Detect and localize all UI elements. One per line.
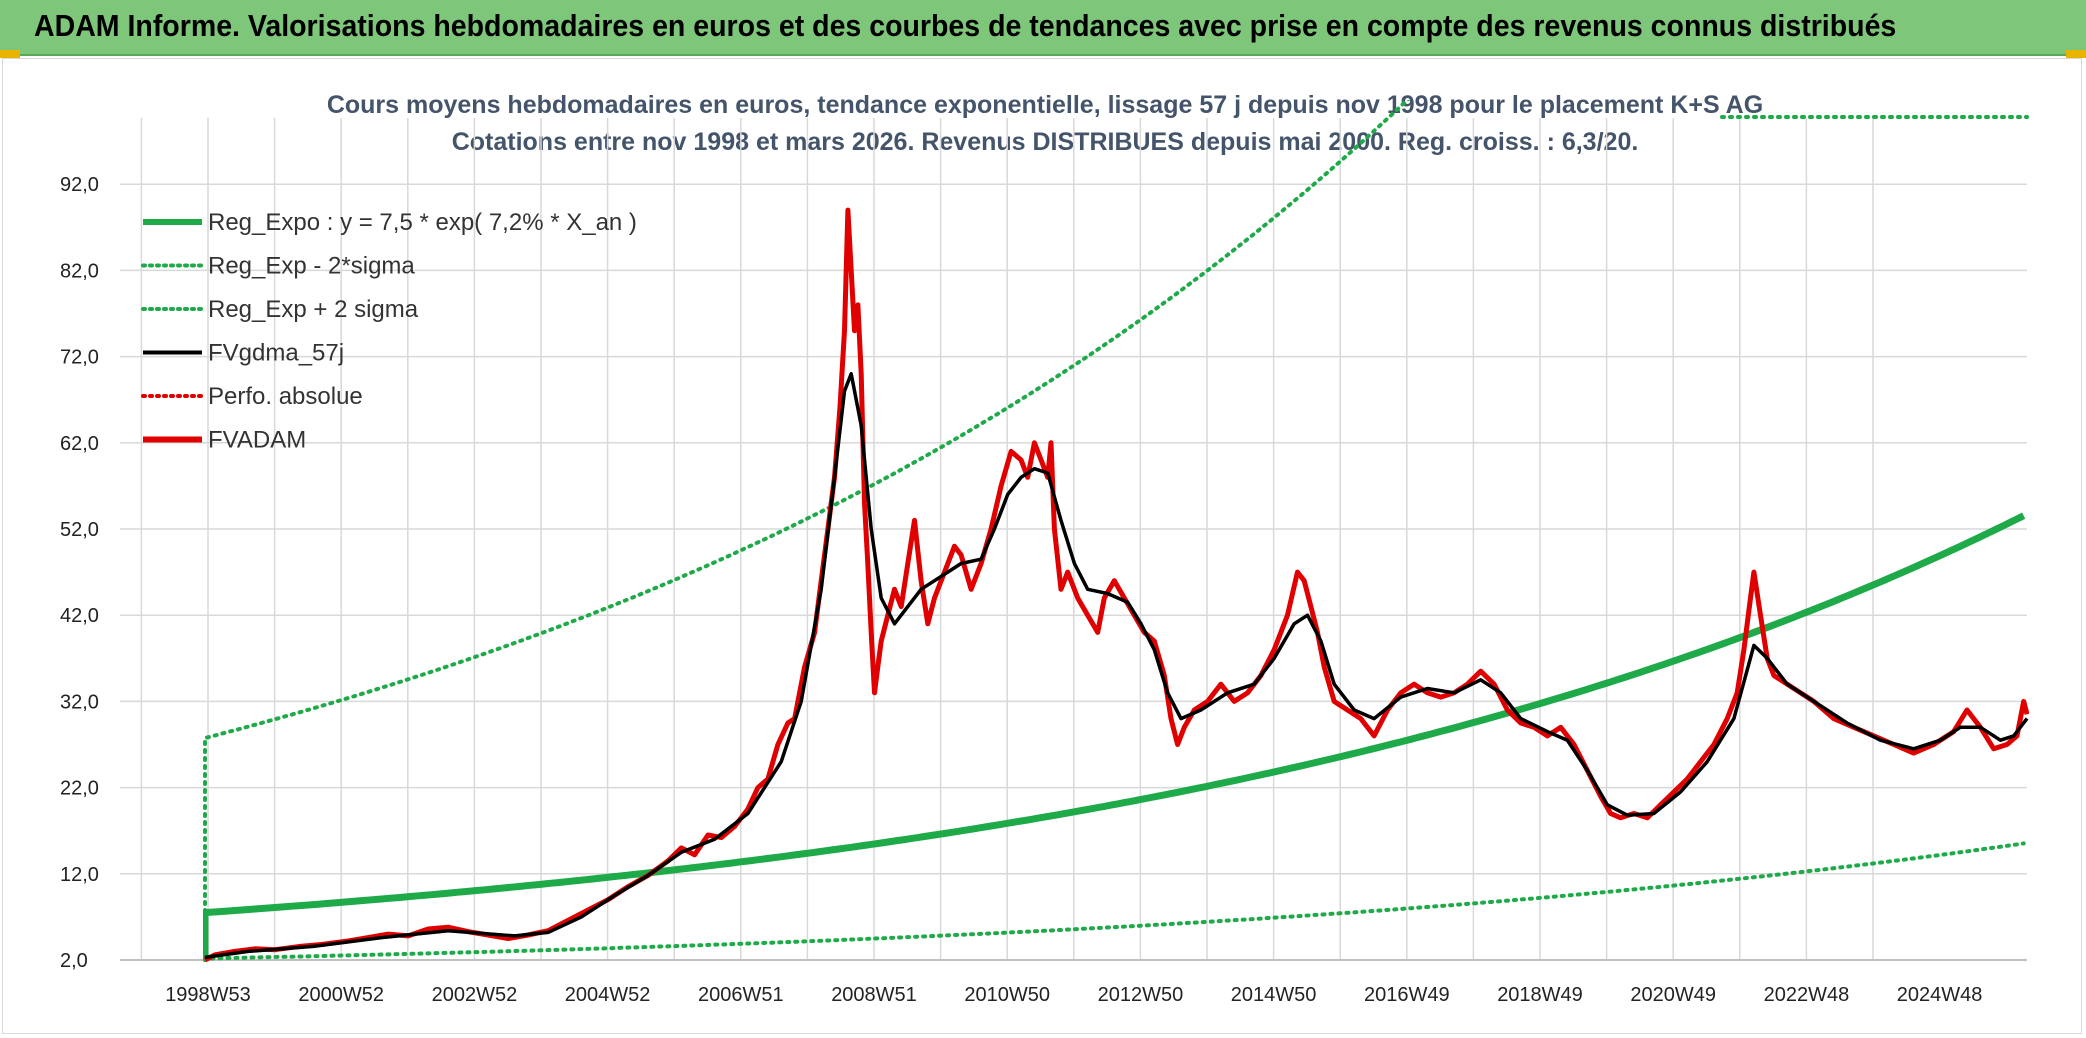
series-reg-minus-2sigma [203, 841, 2026, 962]
y-tick-label: 32,0 [60, 691, 99, 713]
series-fvgdma-57j-overlay [204, 372, 2029, 959]
chart-title: Cours moyens hebdomadaires en euros, ten… [327, 91, 1763, 119]
y-tick-label: 72,0 [60, 347, 99, 369]
plot-area [203, 100, 2029, 962]
y-tick-label: 42,0 [60, 605, 99, 627]
series-fvadam [203, 207, 2029, 962]
x-tick-label: 2006W51 [698, 984, 784, 1006]
legend-label: Reg_Exp - 2*sigma [208, 253, 415, 280]
grid [120, 118, 2027, 961]
legend: Reg_Expo : y = 7,5 * exp( 7,2% * X_an ) R… [141, 209, 637, 454]
page-title: ADAM Informe. Valorisations hebdomadaire… [34, 8, 1897, 43]
x-tick-label: 2020W49 [1630, 984, 1716, 1006]
chart-frame [2, 58, 2082, 1034]
y-tick-label: 92,0 [60, 174, 99, 196]
x-tick-label: 2002W52 [432, 984, 518, 1006]
series-fvgdma_57j [204, 372, 2029, 960]
x-tick-label: 1998W53 [165, 984, 251, 1006]
corner-marker-right [2066, 50, 2086, 58]
x-tick-label: 2022W48 [1764, 984, 1850, 1006]
x-tick-label: 2024W48 [1897, 984, 1983, 1006]
y-tick-label: 62,0 [60, 433, 99, 455]
x-tick-label: 2018W49 [1497, 984, 1583, 1006]
x-tick-label: 2012W50 [1098, 984, 1184, 1006]
x-tick-label: 2010W50 [964, 984, 1050, 1006]
legend-label: FVADAM [208, 427, 306, 454]
header-banner: ADAM Informe. Valorisations hebdomadaire… [0, 0, 2086, 56]
y-tick-label: 12,0 [60, 864, 99, 886]
y-tick-label: 52,0 [60, 519, 99, 541]
series-reg-expo [203, 512, 2026, 960]
legend-label: Reg_Exp + 2 sigma [208, 296, 419, 323]
legend-label: Perfo. absolue [208, 383, 363, 410]
axes: 2,0 12,0 22,0 32,0 42,0 52,0 62,0 72,0 82,0 92,0 1… [60, 174, 2027, 1006]
legend-label: FVgdma_57j [208, 340, 344, 367]
series-reg-plus-2sigma [203, 100, 1411, 962]
x-tick-label: 2014W50 [1231, 984, 1317, 1006]
y-tick-label: 82,0 [60, 260, 99, 282]
y-tick-label: 22,0 [60, 778, 99, 800]
corner-marker-left [0, 50, 20, 58]
legend-label: Reg_Expo : y = 7,5 * exp( 7,2% * X_an ) [208, 209, 637, 236]
chart-subtitle: Cotations entre nov 1998 et mars 2026. R… [452, 128, 1639, 156]
x-tick-label: 2004W52 [565, 984, 651, 1006]
x-tick-label: 2008W51 [831, 984, 917, 1006]
x-tick-label: 2000W52 [298, 984, 384, 1006]
x-tick-label: 2016W49 [1364, 984, 1450, 1006]
y-tick-label: 2,0 [60, 950, 88, 972]
